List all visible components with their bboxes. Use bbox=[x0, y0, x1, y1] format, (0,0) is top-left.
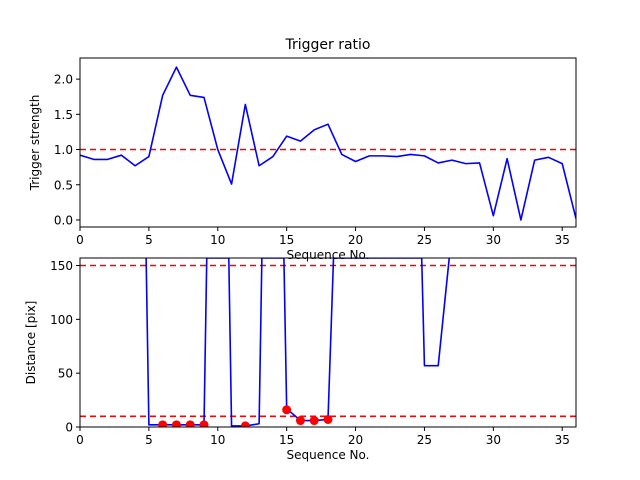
x-tick-label: 35 bbox=[555, 233, 570, 247]
x-tick-label: 20 bbox=[348, 233, 363, 247]
y-tick-label: 0.0 bbox=[54, 213, 73, 227]
plot-area bbox=[80, 258, 576, 427]
plot-area bbox=[80, 66, 576, 221]
x-tick-label: 5 bbox=[145, 433, 153, 447]
x-tick-label: 25 bbox=[417, 233, 432, 247]
series-line bbox=[145, 258, 451, 427]
y-tick-label: 1.5 bbox=[54, 108, 73, 122]
y-tick-label: 0.5 bbox=[54, 178, 73, 192]
data-point bbox=[240, 421, 250, 427]
trigger-ratio-chart: 0 5 10 15 20 25 30 35 0.0 0.5 1.0 1.5 2.0 Sequence No… bbox=[28, 37, 577, 262]
x-axis-label: Sequence No. bbox=[287, 248, 370, 262]
y-tick-label: 100 bbox=[50, 313, 73, 327]
data-point bbox=[158, 420, 168, 427]
data-point bbox=[199, 420, 209, 427]
y-axis-label: Distance [pix] bbox=[24, 301, 38, 385]
x-tick-label: 5 bbox=[145, 233, 153, 247]
y-tick-label: 1.0 bbox=[54, 143, 73, 157]
y-tick-label: 0 bbox=[65, 421, 73, 435]
x-tick-label: 10 bbox=[210, 233, 225, 247]
x-tick-label: 25 bbox=[417, 433, 432, 447]
data-point bbox=[282, 405, 292, 415]
axes-frame bbox=[79, 257, 577, 428]
x-tick-label: 10 bbox=[210, 433, 225, 447]
data-point bbox=[323, 414, 333, 424]
distance-chart: 0 5 10 15 20 25 30 35 0 50 100 150 Sequence No. Dista… bbox=[24, 257, 577, 462]
series-line bbox=[80, 66, 576, 221]
data-point bbox=[295, 416, 305, 426]
y-tick-label: 2.0 bbox=[54, 73, 73, 87]
y-tick-label: 50 bbox=[58, 367, 73, 381]
x-tick-label: 35 bbox=[555, 433, 570, 447]
data-point bbox=[171, 420, 181, 427]
x-tick-label: 15 bbox=[279, 433, 294, 447]
y-axis-label: Trigger strength bbox=[28, 95, 42, 192]
y-tick-label: 150 bbox=[50, 259, 73, 273]
data-point bbox=[309, 416, 319, 426]
x-tick-label: 20 bbox=[348, 433, 363, 447]
x-tick-label: 0 bbox=[76, 433, 84, 447]
chart-title: Trigger ratio bbox=[284, 37, 370, 53]
x-tick-label: 30 bbox=[486, 433, 501, 447]
x-axis-label: Sequence No. bbox=[287, 448, 370, 462]
x-tick-label: 30 bbox=[486, 233, 501, 247]
x-tick-label: 0 bbox=[76, 233, 84, 247]
x-tick-label: 15 bbox=[279, 233, 294, 247]
axes-frame bbox=[79, 57, 577, 228]
data-point bbox=[185, 420, 195, 427]
